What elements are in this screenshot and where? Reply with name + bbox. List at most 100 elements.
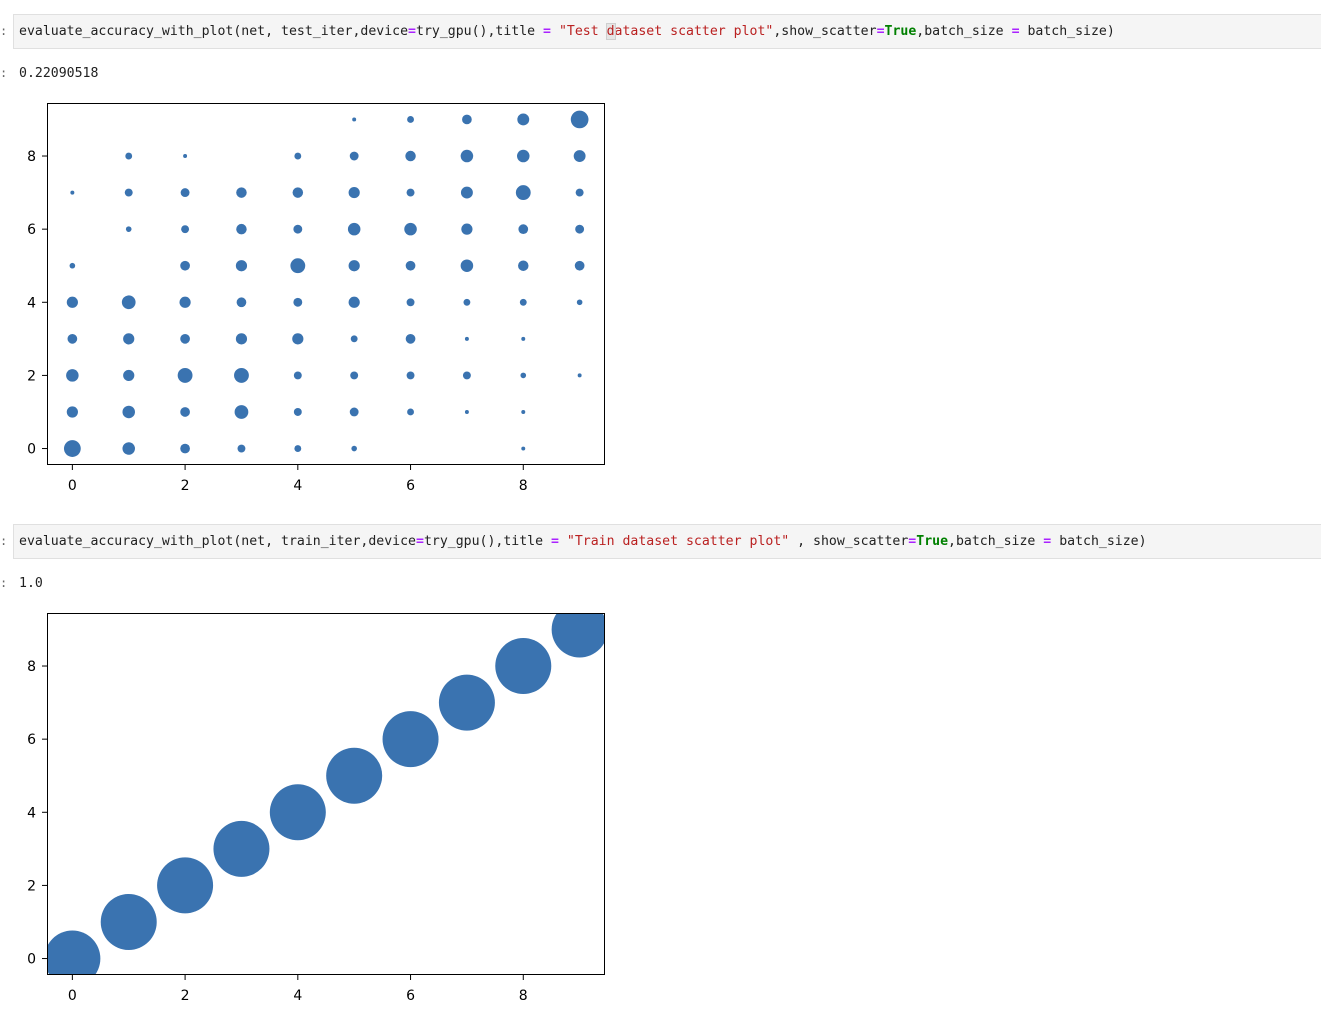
scatter-point (183, 154, 188, 159)
y-tick-label: 6 (27, 732, 36, 748)
scatter-point (293, 408, 302, 416)
scatter-point (518, 224, 529, 235)
scatter-point (122, 405, 135, 419)
scatter-point (66, 369, 79, 382)
input-prompt-1: : (0, 24, 8, 38)
scatter-point (406, 188, 415, 197)
scatter-point (575, 188, 584, 197)
scatter-point (293, 297, 303, 307)
markers-group (47, 613, 605, 975)
scatter-point (294, 445, 302, 452)
scatter-point (352, 117, 357, 122)
scatter-point (350, 335, 358, 343)
x-tick-label: 4 (293, 988, 302, 1004)
scatter-point (125, 152, 133, 160)
scatter-point (349, 151, 359, 161)
scatter-point (350, 371, 359, 380)
scatter-point (326, 747, 383, 804)
scatter-point (123, 369, 135, 382)
scatter-point (66, 296, 78, 308)
scatter-point (348, 296, 360, 308)
code-token: ,show_scatter (773, 24, 877, 39)
scatter-point (576, 299, 583, 306)
scatter-point (407, 408, 414, 416)
scatter-point (521, 446, 526, 451)
scatter-point (67, 333, 78, 344)
scatter-point (438, 674, 495, 731)
code-token: , show_scatter (789, 534, 909, 549)
code-cell-1[interactable]: evaluate_accuracy_with_plot(net, test_it… (13, 14, 1321, 49)
scatter-point (464, 336, 469, 341)
scatter-point (462, 114, 472, 125)
code-token: "Train dataset scatter plot" (566, 534, 790, 549)
y-tick-label: 2 (27, 878, 36, 894)
scatter-point (351, 445, 357, 452)
scatter-point (125, 226, 132, 232)
scatter-point (290, 258, 306, 274)
scatter-point (294, 152, 302, 160)
code-token: = (1011, 24, 1020, 39)
code-token: batch_size) (1019, 24, 1115, 39)
scatter-point (66, 406, 78, 418)
scatter-plot-train: 0 2 4 6 8 0 2 4 6 8 (27, 613, 605, 1004)
x-tick-label: 4 (293, 478, 302, 494)
scatter-point (292, 187, 304, 198)
code-token: try_gpu(),title (416, 24, 544, 39)
scatter-point (348, 186, 360, 199)
output-prompt-1: : (0, 66, 8, 80)
x-tick-label: 0 (68, 478, 77, 494)
scatter-point (461, 223, 473, 235)
y-tick-label: 4 (27, 295, 36, 311)
y-tick-label: 0 (27, 952, 36, 968)
scatter-point (292, 333, 304, 345)
code-cell-2[interactable]: evaluate_accuracy_with_plot(net, train_i… (13, 524, 1321, 559)
scatter-point (124, 188, 133, 197)
scatter-point (235, 260, 248, 272)
markers-group (63, 110, 589, 457)
scatter-point (570, 110, 589, 129)
scatter-point (460, 259, 474, 272)
scatter-point (551, 613, 605, 658)
y-tick-label: 2 (27, 368, 36, 384)
scatter-point (382, 711, 439, 768)
output-value-1: 0.22090518 (19, 66, 99, 81)
code-token: ataset scatter plot" (614, 24, 774, 39)
scatter-point (180, 188, 190, 198)
x-tick-label: 2 (181, 988, 190, 1004)
scatter-point (122, 442, 135, 455)
scatter-point (463, 298, 471, 306)
scatter-point (69, 262, 76, 269)
code-token: = (876, 24, 885, 39)
scatter-point (460, 149, 474, 163)
output-prompt-2: : (0, 576, 8, 590)
scatter-point (348, 260, 360, 272)
scatter-point (180, 443, 190, 454)
input-prompt-2: : (0, 534, 8, 548)
code-editor-1[interactable]: evaluate_accuracy_with_plot(net, test_it… (19, 23, 1115, 40)
scatter-point (404, 222, 417, 236)
code-token: try_gpu(),title (423, 534, 551, 549)
scatter-point (234, 368, 249, 383)
scatter-point (573, 150, 586, 162)
scatter-point (180, 333, 190, 344)
x-tick-label: 0 (68, 988, 77, 1004)
code-editor-2[interactable]: evaluate_accuracy_with_plot(net, train_i… (19, 534, 1147, 550)
scatter-point (520, 372, 527, 379)
x-tick-label: 6 (406, 988, 415, 1004)
plot-frame (47, 103, 605, 465)
scatter-point (347, 222, 361, 236)
scatter-point (63, 440, 81, 457)
scatter-point (180, 260, 190, 271)
scatter-point (407, 116, 414, 123)
plot-frame (47, 613, 605, 975)
scatter-point (234, 405, 249, 419)
scatter-point (237, 444, 246, 453)
scatter-point (405, 260, 416, 271)
scatter-point (179, 296, 191, 308)
scatter-point (293, 371, 302, 380)
scatter-point (577, 373, 582, 378)
scatter-point (177, 368, 193, 383)
code-token: = (543, 24, 551, 39)
code-token: = (408, 24, 416, 39)
